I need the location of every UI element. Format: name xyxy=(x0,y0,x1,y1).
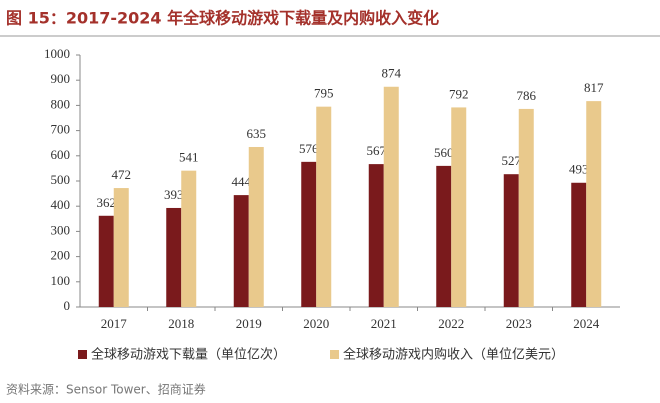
value-label: 472 xyxy=(112,167,132,182)
y-tick-label: 700 xyxy=(51,122,71,137)
value-label: 576 xyxy=(299,141,319,156)
x-tick-label: 2022 xyxy=(438,316,464,331)
value-label: 444 xyxy=(232,174,252,189)
bar xyxy=(113,188,129,307)
x-tick-label: 2021 xyxy=(371,316,397,331)
bar xyxy=(518,108,534,307)
value-label: 786 xyxy=(517,88,537,103)
bar xyxy=(248,146,264,307)
y-tick-label: 1000 xyxy=(44,46,70,61)
value-label: 527 xyxy=(502,153,522,168)
bar xyxy=(571,182,587,307)
legend-swatch xyxy=(78,350,87,359)
value-label: 635 xyxy=(247,126,267,141)
value-label: 792 xyxy=(449,86,469,101)
bar xyxy=(368,164,384,307)
bar xyxy=(586,101,602,307)
value-label: 493 xyxy=(569,162,589,177)
y-tick-label: 600 xyxy=(51,147,71,162)
value-label: 567 xyxy=(367,143,387,158)
bar xyxy=(233,195,249,307)
value-label: 541 xyxy=(179,150,199,165)
x-tick-label: 2019 xyxy=(236,316,262,331)
x-tick-label: 2017 xyxy=(101,316,128,331)
y-tick-label: 200 xyxy=(51,248,71,263)
value-label: 560 xyxy=(434,145,454,160)
value-label: 874 xyxy=(382,66,402,81)
value-label: 817 xyxy=(584,80,604,95)
bar xyxy=(503,174,519,307)
y-tick-label: 300 xyxy=(51,222,71,237)
legend-label: 全球移动游戏下载量（单位亿次） xyxy=(91,347,286,363)
y-tick-label: 900 xyxy=(51,71,71,86)
bar xyxy=(166,207,182,307)
bar xyxy=(451,107,467,307)
bar xyxy=(181,170,197,307)
y-tick-label: 500 xyxy=(51,172,71,187)
value-label: 362 xyxy=(97,195,117,210)
x-tick-label: 2023 xyxy=(506,316,532,331)
legend-label: 全球移动游戏内购收入（单位亿美元） xyxy=(343,347,564,363)
y-tick-label: 100 xyxy=(51,273,71,288)
source-note: 资料来源：Sensor Tower、招商证券 xyxy=(6,382,206,397)
value-label: 795 xyxy=(314,86,334,101)
bar xyxy=(301,161,317,307)
bar xyxy=(383,86,399,307)
bar xyxy=(436,165,452,307)
x-tick-label: 2020 xyxy=(303,316,329,331)
value-label: 393 xyxy=(164,187,184,202)
y-tick-label: 0 xyxy=(64,298,71,313)
x-tick-label: 2024 xyxy=(573,316,600,331)
bar xyxy=(316,106,332,307)
legend-swatch xyxy=(330,350,339,359)
y-tick-label: 400 xyxy=(51,197,71,212)
y-tick-label: 800 xyxy=(51,96,71,111)
bar xyxy=(98,215,114,307)
chart-title: 图 15：2017-2024 年全球移动游戏下载量及内购收入变化 xyxy=(6,9,439,28)
x-tick-label: 2018 xyxy=(168,316,194,331)
